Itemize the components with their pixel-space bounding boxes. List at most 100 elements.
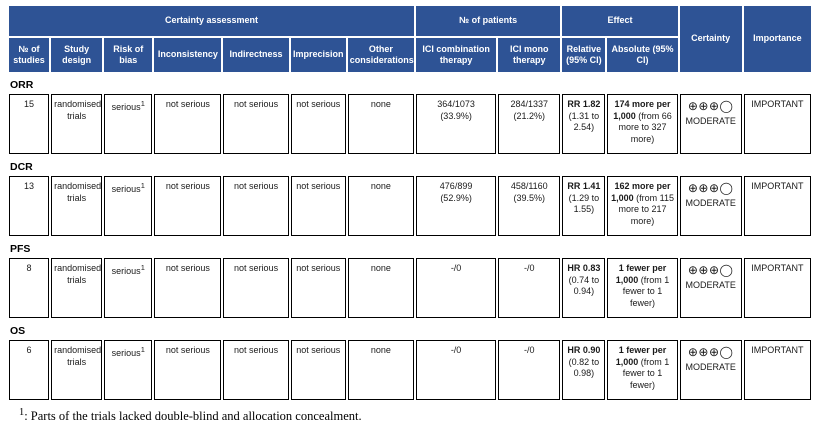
relative-estimate: RR 1.82 (567, 99, 601, 109)
absolute-ci: (from 1 fewer to 1 fewer) (622, 274, 670, 309)
cell-indirectness: not serious (223, 94, 289, 154)
header-group-row: Certainty assessment № of patients Effec… (9, 6, 811, 72)
cell-importance: IMPORTANT (743, 340, 811, 400)
section-label-row-orr: ORR (9, 74, 811, 92)
patients-n: 476/899 (439, 181, 473, 191)
header-study-design: Study design (51, 38, 103, 72)
grade-symbols: ⊕⊕⊕◯ (687, 99, 734, 113)
header-ici-combination: ICI combination therapy (415, 38, 497, 72)
cell-imprecision: not serious (290, 340, 346, 400)
footnote-marker: 1 (140, 263, 145, 272)
patients-n: 364/1073 (437, 99, 475, 109)
header-ici-mono: ICI mono therapy (498, 38, 561, 72)
cell-risk-of-bias: serious1 (104, 258, 153, 318)
section-label: OS (10, 325, 26, 337)
certainty-level: MODERATE (685, 197, 736, 208)
grade-symbols: ⊕⊕⊕◯ (687, 181, 734, 195)
patients-n: -/0 (450, 345, 462, 355)
cell-ici-combination: -/0 (415, 258, 497, 318)
cell-ici-mono: -/0 (498, 258, 561, 318)
header-relative-ci: Relative (95% CI) (562, 38, 606, 72)
relative-ci: (0.74 to 0.94) (568, 274, 600, 297)
risk-of-bias-text: serious (111, 102, 141, 112)
relative-ci: (0.82 to 0.98) (568, 356, 600, 379)
cell-inconsistency: not serious (154, 94, 222, 154)
header-no-of-studies: № of studies (9, 38, 50, 72)
grade-symbols: ⊕⊕⊕◯ (687, 263, 734, 277)
cell-ici-mono: 284/1337 (21.2%) (498, 94, 561, 154)
cell-other-considerations: none (347, 176, 414, 236)
section-label: PFS (10, 243, 31, 255)
patients-n: -/0 (523, 263, 535, 273)
patients-n: 458/1160 (510, 181, 548, 191)
certainty-level: MODERATE (685, 115, 736, 126)
relative-ci: (1.29 to 1.55) (568, 192, 600, 215)
risk-of-bias-text: serious (111, 266, 141, 276)
risk-of-bias-text: serious (111, 184, 141, 194)
patients-n: -/0 (450, 263, 462, 273)
section-label: ORR (10, 79, 34, 91)
relative-estimate: HR 0.90 (567, 345, 601, 355)
cell-study-design: randomised trials (51, 258, 103, 318)
patients-pct: (52.9%) (440, 192, 472, 203)
cell-ici-mono: -/0 (498, 340, 561, 400)
cell-absolute-effect: 1 fewer per 1,000 (from 1 fewer to 1 few… (607, 340, 678, 400)
header-absolute-ci: Absolute (95% CI) (607, 38, 678, 72)
table-row-dcr: 13 randomised trials serious1 not seriou… (9, 176, 811, 236)
absolute-ci: (from 1 fewer to 1 fewer) (622, 356, 670, 391)
section-label-row-os: OS (9, 320, 811, 338)
patients-pct: (39.5%) (513, 192, 545, 203)
absolute-estimate: 162 more per 1,000 (611, 181, 671, 203)
cell-other-considerations: none (347, 258, 414, 318)
header-column-row: № of studies Study design Risk of bias I… (9, 38, 811, 72)
cell-certainty: ⊕⊕⊕◯ MODERATE (679, 258, 742, 318)
cell-study-design: randomised trials (51, 94, 103, 154)
cell-risk-of-bias: serious1 (104, 176, 153, 236)
cell-study-design: randomised trials (51, 340, 103, 400)
relative-estimate: RR 1.41 (567, 181, 601, 191)
cell-imprecision: not serious (290, 258, 346, 318)
cell-relative-effect: RR 1.82 (1.31 to 2.54) (562, 94, 606, 154)
header-importance: Importance (743, 6, 811, 72)
cell-imprecision: not serious (290, 94, 346, 154)
table-row-pfs: 8 randomised trials serious1 not serious… (9, 258, 811, 318)
section-label-row-pfs: PFS (9, 238, 811, 256)
cell-other-considerations: none (347, 340, 414, 400)
cell-ici-mono: 458/1160 (39.5%) (498, 176, 561, 236)
footnote-marker: 1 (140, 345, 145, 354)
table-row-orr: 15 randomised trials serious1 not seriou… (9, 94, 811, 154)
footnote-text: : Parts of the trials lacked double-blin… (24, 409, 362, 424)
cell-importance: IMPORTANT (743, 94, 811, 154)
cell-no-of-studies: 8 (9, 258, 50, 318)
header-risk-of-bias: Risk of bias (104, 38, 153, 72)
grade-symbols: ⊕⊕⊕◯ (687, 345, 734, 359)
absolute-estimate: 1 fewer per 1,000 (615, 345, 667, 367)
cell-absolute-effect: 162 more per 1,000 (from 115 more to 217… (607, 176, 678, 236)
footnote-marker: 1 (140, 99, 145, 108)
cell-imprecision: not serious (290, 176, 346, 236)
cell-no-of-studies: 6 (9, 340, 50, 400)
cell-relative-effect: HR 0.83 (0.74 to 0.94) (562, 258, 606, 318)
header-no-of-patients: № of patients (415, 6, 561, 36)
absolute-ci: (from 115 more to 217 more) (618, 192, 674, 227)
patients-n: 284/1337 (510, 99, 549, 109)
cell-inconsistency: not serious (154, 340, 222, 400)
patients-n: -/0 (523, 345, 535, 355)
absolute-ci: (from 66 more to 327 more) (618, 110, 672, 145)
cell-indirectness: not serious (223, 340, 289, 400)
cell-importance: IMPORTANT (743, 176, 811, 236)
section-label-row-dcr: DCR (9, 156, 811, 174)
footnote-marker: 1 (19, 407, 25, 418)
header-indirectness: Indirectness (223, 38, 289, 72)
cell-certainty: ⊕⊕⊕◯ MODERATE (679, 176, 742, 236)
relative-estimate: HR 0.83 (567, 263, 601, 273)
header-other-considerations: Other considerations (347, 38, 414, 72)
table-row-os: 6 randomised trials serious1 not serious… (9, 340, 811, 400)
cell-absolute-effect: 174 more per 1,000 (from 66 more to 327 … (607, 94, 678, 154)
section-label: DCR (10, 161, 33, 173)
cell-inconsistency: not serious (154, 176, 222, 236)
footnote-marker: 1 (140, 181, 145, 190)
cell-ici-combination: -/0 (415, 340, 497, 400)
cell-indirectness: not serious (223, 258, 289, 318)
cell-absolute-effect: 1 fewer per 1,000 (from 1 fewer to 1 few… (607, 258, 678, 318)
